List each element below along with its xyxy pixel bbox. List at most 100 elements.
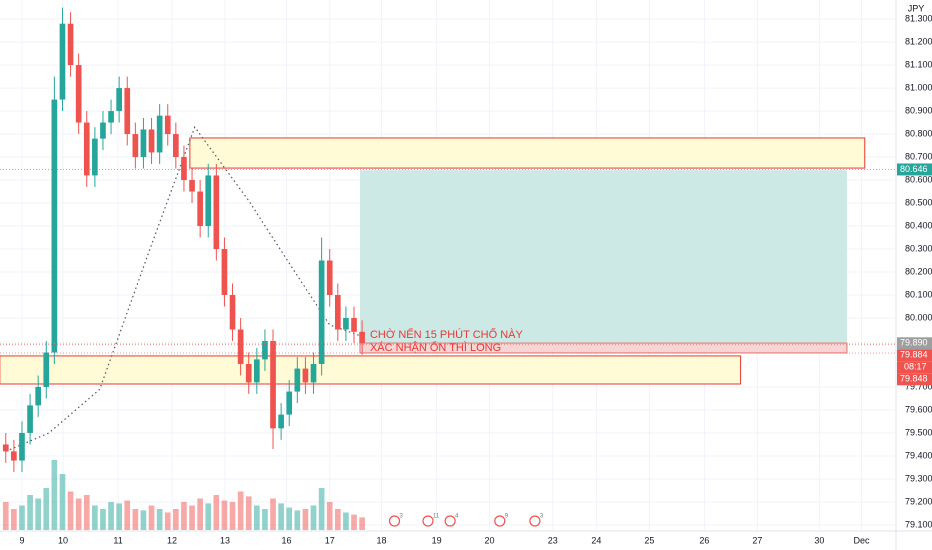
y-tick-label: 79.400	[905, 450, 932, 460]
candle-body	[197, 191, 203, 227]
y-tick-label: 79.200	[905, 496, 932, 506]
volume-bar	[189, 505, 195, 530]
y-tick-label: 81.100	[905, 59, 932, 69]
candle-body	[19, 432, 25, 461]
candle-body	[83, 122, 90, 176]
candle-body	[294, 368, 301, 392]
volume-bar	[132, 509, 139, 530]
volume-bar	[59, 474, 66, 530]
x-tick-label: 9	[19, 535, 24, 545]
candle-body	[262, 340, 268, 360]
volume-bar	[351, 514, 357, 530]
x-tick-label: 16	[282, 535, 292, 545]
candle-body	[35, 386, 42, 406]
candle-body	[43, 352, 50, 387]
candle-body	[213, 175, 220, 250]
y-tick-label: 80.600	[905, 174, 932, 184]
volume-bar	[229, 502, 236, 530]
event-label: 9	[505, 514, 509, 520]
x-tick-label: 26	[699, 535, 709, 545]
x-tick-label: 18	[377, 535, 387, 545]
volume-bar	[75, 498, 82, 530]
event-label: 4	[455, 514, 459, 520]
candle-body	[310, 363, 317, 383]
zone	[189, 137, 866, 169]
candle-body	[270, 340, 276, 429]
y-tick-label: 80.300	[905, 243, 932, 253]
candle-body	[318, 260, 325, 364]
candle-body	[27, 405, 33, 433]
candle-body	[253, 359, 260, 383]
volume-bar	[278, 503, 284, 530]
zone	[359, 170, 847, 344]
x-tick-label: 10	[58, 535, 68, 545]
candle-body	[334, 295, 341, 330]
event-label: 11	[433, 514, 440, 520]
y-tick-label: 79.600	[905, 404, 932, 414]
x-tick-label: 11	[113, 535, 122, 545]
candle-body	[245, 363, 252, 383]
volume-bar	[213, 495, 220, 530]
volume-bar	[286, 507, 293, 530]
y-tick-label: 81.200	[905, 36, 932, 46]
volume-bar	[148, 505, 155, 530]
volume-bar	[27, 495, 33, 530]
candle-body	[286, 391, 293, 415]
volume-bar	[294, 510, 301, 530]
candle-body	[229, 295, 236, 330]
volume-bar	[2, 502, 9, 530]
y-tick-label: 80.800	[905, 128, 932, 138]
volume-bar	[51, 460, 58, 530]
price-badge	[897, 337, 932, 350]
candle-body	[92, 138, 98, 176]
candle-body	[51, 99, 58, 353]
y-tick-label: 80.500	[905, 197, 932, 207]
volume-bar	[108, 502, 114, 530]
volume-bar	[245, 496, 252, 530]
y-tick-label: 79.100	[905, 519, 932, 529]
volume-bar	[124, 500, 131, 530]
volume-bar	[181, 502, 187, 530]
volume-bar	[302, 509, 309, 530]
candle-body	[100, 122, 106, 139]
y-tick-label: 79.700	[905, 381, 932, 391]
candle-body	[148, 129, 155, 153]
y-tick-label: 80.200	[905, 266, 932, 276]
countdown: 08:17	[904, 362, 927, 372]
y-tick-label: 80.700	[905, 151, 932, 161]
x-tick-label: 19	[432, 535, 442, 545]
volume-bar	[237, 491, 244, 530]
annotation: CHỜ NẾN 15 PHÚT CHỐ NÀY	[370, 327, 524, 341]
y-tick-label: 80.100	[905, 289, 932, 299]
x-tick-label: 25	[644, 535, 654, 545]
currency: JPY	[908, 3, 925, 13]
candle-body	[116, 88, 122, 112]
volume-bar	[318, 488, 325, 530]
volume-bar	[334, 509, 341, 530]
candle-body	[124, 88, 131, 135]
candle-body	[326, 260, 333, 296]
x-tick-label: 30	[814, 535, 824, 545]
volume-bar	[11, 509, 17, 530]
price-badge	[897, 373, 932, 386]
x-tick-label: 24	[591, 535, 601, 545]
price-badge-label: 79.884	[900, 350, 928, 360]
candle-body	[67, 23, 74, 66]
volume-bar	[19, 505, 25, 530]
event-icon	[422, 515, 434, 527]
y-tick-label: 80.000	[905, 312, 932, 322]
candle-body	[164, 115, 171, 135]
volume-bar	[173, 509, 179, 530]
volume-bar	[116, 503, 122, 530]
volume-bar	[359, 517, 365, 530]
candle-body	[75, 65, 82, 123]
price-badge-label: 79.890	[900, 338, 928, 348]
x-tick-label: 27	[752, 535, 762, 545]
event-icon	[444, 515, 456, 527]
x-tick-label: 13	[220, 535, 230, 545]
candle-body	[108, 111, 114, 123]
price-badge	[897, 163, 932, 176]
zone	[0, 355, 742, 385]
event-label: 3	[540, 514, 544, 520]
